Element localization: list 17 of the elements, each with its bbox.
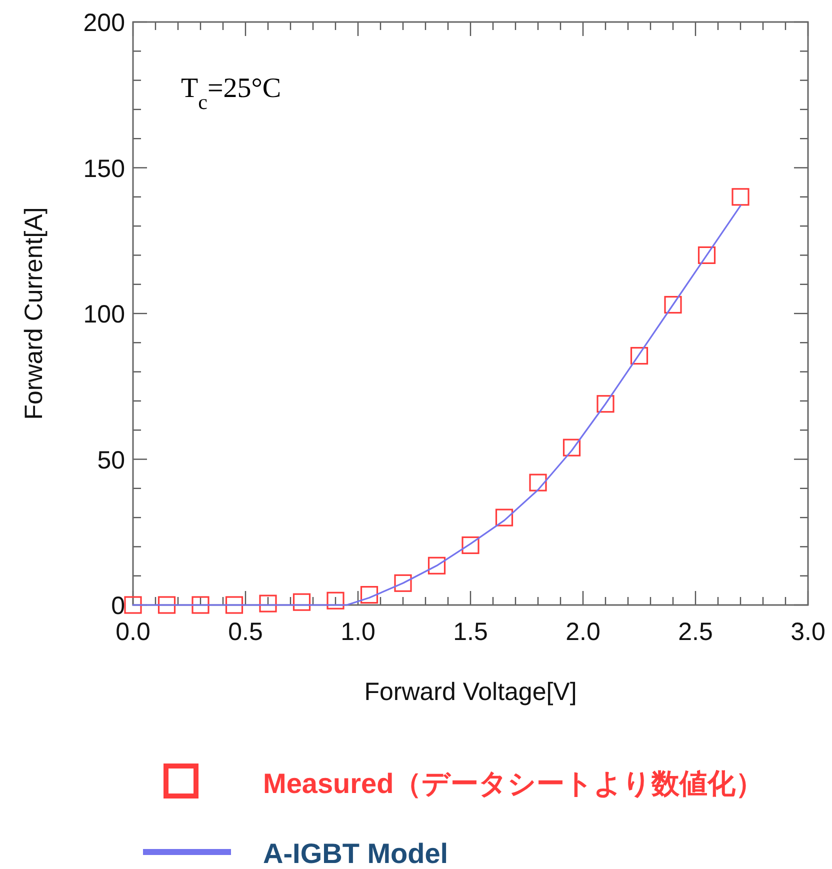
x-tick-label: 0.0 [116,618,150,646]
y-tick-label: 200 [83,9,125,37]
y-tick-label: 50 [97,446,125,474]
y-tick-label: 100 [83,300,125,328]
legend-label: Measured（データシートより数値化） [263,768,764,799]
y-axis-title: Forward Current[A] [20,207,48,420]
x-tick-label: 2.0 [566,618,600,646]
x-tick-label: 1.5 [453,618,488,646]
x-tick-label: 1.0 [340,618,376,646]
legend-label: A-IGBT Model [263,838,448,869]
y-tick-label: 150 [83,154,125,183]
annotation: T$_{c}$=25°C [181,73,282,114]
x-tick-label: 2.5 [678,618,713,646]
x-tick-label: 0.5 [228,618,263,646]
x-tick-label: 3.0 [790,618,826,646]
x-axis-title: Forward Voltage[V] [364,678,577,706]
y-tick-label: 0 [111,592,125,620]
